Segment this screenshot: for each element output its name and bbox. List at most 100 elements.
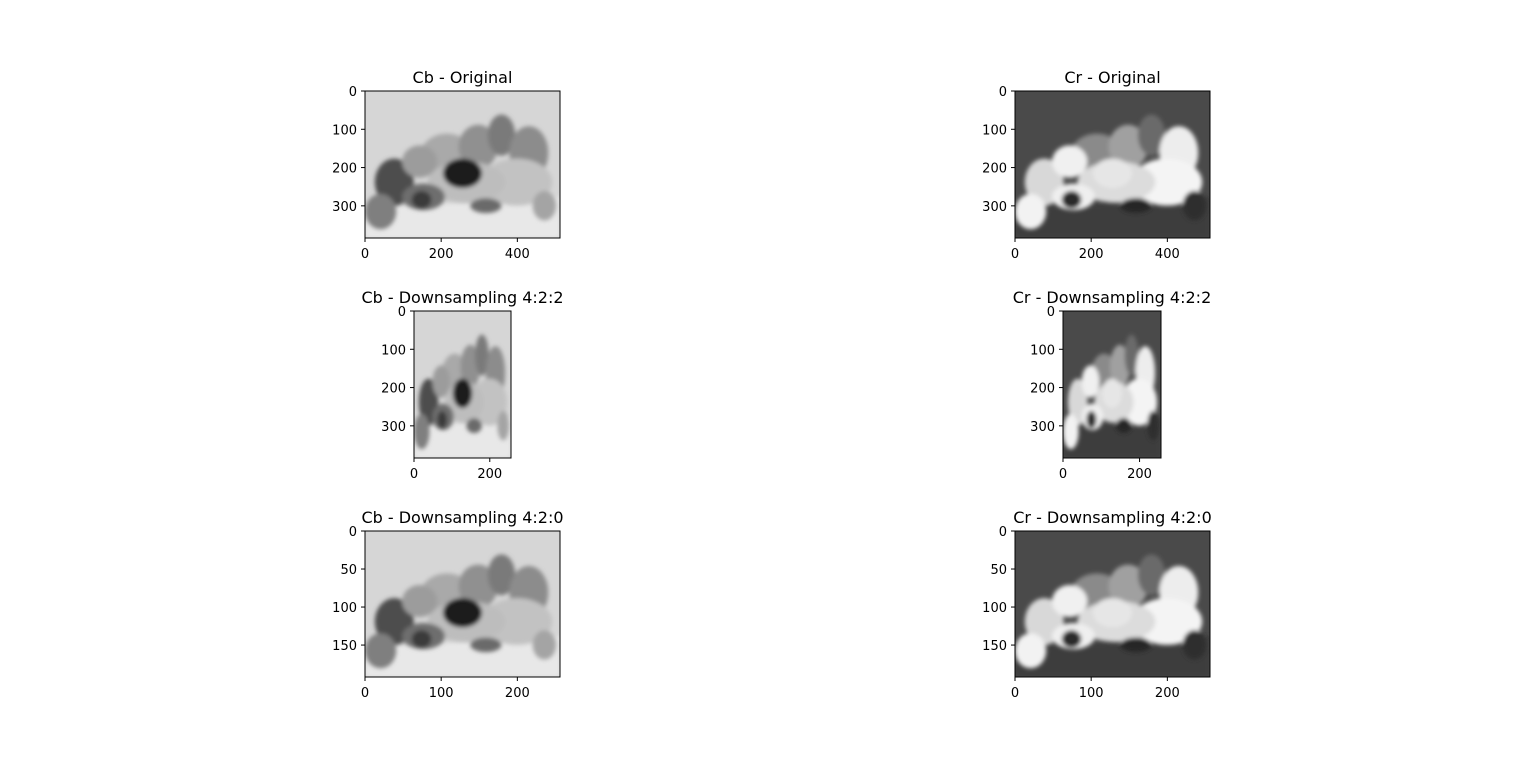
y-tick-label: 150	[332, 639, 357, 654]
subplot-title: Cr - Original	[1064, 68, 1160, 87]
image-shape	[1120, 198, 1152, 214]
image-shape	[1086, 410, 1097, 429]
image-area	[1015, 91, 1210, 238]
image-content	[365, 554, 557, 669]
image-shape	[443, 158, 482, 189]
y-tick-label: 50	[340, 563, 357, 578]
subplot-title: Cb - Downsampling 4:2:0	[361, 508, 563, 527]
y-tick-label: 0	[349, 85, 357, 100]
image-shape	[1137, 554, 1166, 596]
image-shape	[1081, 365, 1100, 398]
y-tick-label: 0	[999, 85, 1007, 100]
image-shape	[443, 598, 482, 628]
y-tick-label: 0	[1047, 305, 1055, 320]
x-tick-label: 200	[429, 247, 454, 262]
x-tick-label: 200	[1079, 247, 1104, 262]
image-shape	[1121, 378, 1158, 426]
image-shape	[414, 413, 430, 450]
image-content	[365, 114, 557, 230]
image-shape	[532, 190, 557, 221]
y-tick-label: 300	[381, 420, 406, 435]
image-shape	[1115, 418, 1132, 434]
x-tick-label: 100	[1079, 686, 1104, 701]
image-shape	[1063, 413, 1079, 450]
y-tick-label: 50	[990, 563, 1007, 578]
image-shape	[411, 630, 432, 648]
image-shape	[1052, 145, 1088, 178]
image-shape	[1132, 598, 1203, 645]
image-shape	[1182, 190, 1207, 221]
y-tick-label: 200	[982, 162, 1007, 177]
x-tick-label: 0	[361, 686, 369, 701]
image-shape	[1093, 158, 1132, 189]
axes-frame	[1062, 310, 1162, 459]
image-shape	[1120, 637, 1152, 653]
image-shape	[1137, 114, 1166, 156]
y-tick-label: 100	[332, 123, 357, 138]
x-tick-label: 100	[429, 686, 454, 701]
image-shape	[1061, 190, 1082, 209]
image-shape	[1132, 158, 1203, 206]
image-shape	[432, 365, 450, 398]
image-shape	[487, 114, 516, 156]
y-tick-label: 100	[982, 601, 1007, 616]
y-tick-label: 150	[982, 639, 1007, 654]
axes-frame	[364, 530, 561, 678]
image-content	[1015, 114, 1207, 230]
x-tick-label: 400	[505, 247, 530, 262]
subplot-2: Cr - Original 0 200 400 0 100 200 300	[982, 68, 1211, 262]
image-shape	[472, 378, 508, 426]
y-tick-label: 300	[982, 200, 1007, 215]
axes-frame	[364, 90, 561, 239]
image-area	[365, 91, 560, 238]
image-shape	[1124, 334, 1139, 376]
image-shape	[437, 410, 447, 429]
image-shape	[402, 145, 438, 178]
image-shape	[458, 124, 498, 169]
x-tick-label: 0	[1059, 467, 1067, 482]
image-shape	[452, 378, 473, 409]
image-content	[1063, 334, 1160, 450]
x-tick-label: 0	[1011, 247, 1019, 262]
image-shape	[1182, 630, 1207, 660]
image-shape	[487, 554, 516, 596]
image-shape	[1015, 193, 1047, 230]
y-tick-label: 100	[1030, 343, 1055, 358]
axes-frame	[1014, 90, 1211, 239]
y-tick-label: 100	[332, 601, 357, 616]
y-tick-label: 100	[381, 343, 406, 358]
axes-frame	[1014, 530, 1211, 678]
image-area	[1015, 531, 1210, 677]
image-shape	[411, 190, 432, 209]
image-shape	[1147, 410, 1160, 441]
x-tick-label: 200	[505, 686, 530, 701]
image-shape	[365, 633, 397, 669]
image-shape	[458, 564, 498, 609]
y-tick-label: 200	[1030, 382, 1055, 397]
image-shape	[470, 198, 502, 214]
image-shape	[1108, 564, 1148, 609]
x-tick-label: 400	[1155, 247, 1180, 262]
image-shape	[497, 410, 510, 441]
image-shape	[460, 344, 480, 389]
image-shape	[365, 193, 397, 230]
image-shape	[1093, 598, 1132, 628]
subplot-5: Cb - Downsampling 4:2:0 0 100 200 0 50 100 150	[332, 508, 563, 701]
subplot-title: Cr - Downsampling 4:2:2	[1013, 288, 1212, 307]
image-shape	[475, 334, 489, 376]
image-shape	[1015, 633, 1047, 669]
subplot-title: Cb - Downsampling 4:2:2	[361, 288, 563, 307]
image-shape	[1061, 630, 1082, 648]
y-tick-label: 0	[999, 525, 1007, 540]
y-tick-label: 100	[982, 123, 1007, 138]
image-shape	[532, 630, 557, 660]
y-tick-label: 300	[332, 200, 357, 215]
y-tick-label: 200	[332, 162, 357, 177]
image-content	[414, 334, 510, 450]
subplot-6: Cr - Downsampling 4:2:0 0 100 200 0 50 100 150	[982, 508, 1212, 701]
x-tick-label: 0	[1011, 686, 1019, 701]
y-tick-label: 200	[381, 382, 406, 397]
